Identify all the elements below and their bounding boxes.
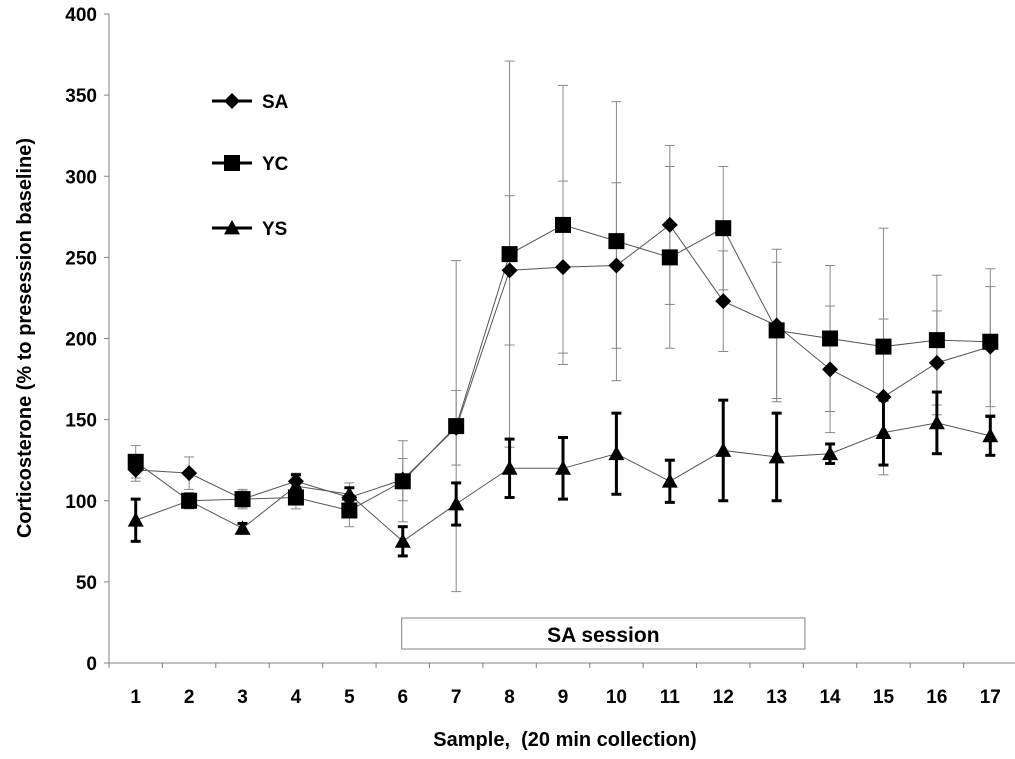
x-tick-label: 9 [558, 687, 569, 708]
ys-point [822, 445, 839, 461]
ys-point [875, 424, 892, 440]
ys-point [501, 460, 518, 475]
y-axis-title: Corticosterone (% to presession baseline… [14, 138, 36, 538]
x-tick-label: 4 [291, 687, 302, 708]
yc-point [234, 491, 251, 508]
yc-point [661, 249, 678, 266]
legend-yc-marker [224, 155, 240, 171]
yc-point [768, 322, 785, 339]
sa-point [875, 388, 892, 405]
ys-point [181, 492, 198, 508]
annotation-layer: SA session [401, 617, 806, 650]
yc-point [287, 489, 304, 506]
x-tick-label: 12 [713, 687, 734, 708]
x-tick-label: 5 [344, 687, 355, 708]
yc-point [127, 453, 144, 470]
y-tick-label: 0 [86, 654, 97, 675]
x-tick-label: 6 [397, 687, 408, 708]
ys-point [127, 512, 144, 527]
legend-sa-label: SA [262, 92, 289, 113]
x-tick-label: 11 [660, 687, 681, 708]
yc-point [875, 338, 892, 355]
yc-point [394, 473, 411, 490]
sa-point [715, 293, 732, 310]
yc-point [715, 220, 732, 237]
x-tick-label: 2 [184, 687, 195, 708]
legend-yc-label: YC [262, 154, 289, 175]
x-tick-label: 14 [819, 687, 841, 708]
sa-session-box [401, 617, 806, 650]
sa-point [822, 361, 839, 378]
ys-point [394, 533, 411, 548]
yc-point [982, 333, 999, 350]
x-tick-label: 3 [237, 687, 248, 708]
y-tick-label: 100 [65, 492, 97, 513]
ys-point [768, 448, 785, 464]
x-tick-label: 8 [504, 687, 515, 708]
yc-point [341, 502, 358, 519]
markers-layer [127, 216, 999, 548]
ys-point [982, 427, 999, 443]
y-tick-label: 200 [65, 330, 97, 351]
ys-point [928, 414, 945, 430]
ys-point [555, 460, 571, 475]
yc-point [928, 332, 945, 349]
x-tick-label: 15 [873, 687, 895, 708]
y-tick-label: 300 [65, 167, 97, 188]
sa-point [608, 257, 625, 274]
legend-ys-label: YS [262, 219, 287, 240]
x-tick-label: 16 [926, 687, 947, 708]
legend-sa-marker [224, 93, 240, 109]
x-tick-label: 13 [766, 687, 787, 708]
ys-point [448, 495, 465, 511]
sa-point [181, 465, 198, 482]
yc-point [448, 418, 465, 435]
x-axis-title: Sample, (20 min collection) [433, 729, 696, 751]
sa-point [661, 216, 678, 233]
x-tick-label: 1 [130, 687, 141, 708]
x-tick-label: 17 [980, 687, 1001, 708]
ys-point [341, 486, 358, 501]
x-tick-label: 10 [606, 687, 627, 708]
ys-point [608, 445, 625, 461]
sa-session-label: SA session [547, 624, 659, 647]
ys-point [715, 442, 732, 457]
y-tick-label: 150 [65, 411, 97, 432]
yc-point [822, 330, 839, 347]
x-tick-label: 7 [451, 687, 462, 708]
yc-point [555, 216, 571, 233]
ys-point [234, 520, 251, 535]
legend: SA YC YS [212, 92, 289, 240]
sa-point [928, 354, 945, 371]
y-tick-label: 400 [65, 5, 97, 26]
legend-ys-marker [224, 220, 240, 235]
y-tick-label: 350 [65, 86, 97, 107]
y-tick-label: 250 [65, 248, 97, 269]
ys-point [287, 478, 304, 493]
ys-point [661, 473, 678, 488]
yc-point [608, 233, 625, 250]
sa-point [501, 262, 518, 279]
yc-point [501, 246, 518, 263]
y-tick-label: 50 [76, 573, 97, 594]
sa-point [555, 259, 571, 276]
